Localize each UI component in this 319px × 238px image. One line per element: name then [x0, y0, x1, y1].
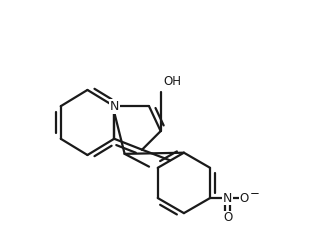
- Text: −: −: [249, 187, 259, 200]
- Text: O: O: [223, 211, 232, 224]
- Text: O: O: [240, 192, 249, 204]
- Text: N: N: [223, 192, 232, 204]
- Text: N: N: [109, 100, 119, 113]
- Text: OH: OH: [163, 75, 181, 88]
